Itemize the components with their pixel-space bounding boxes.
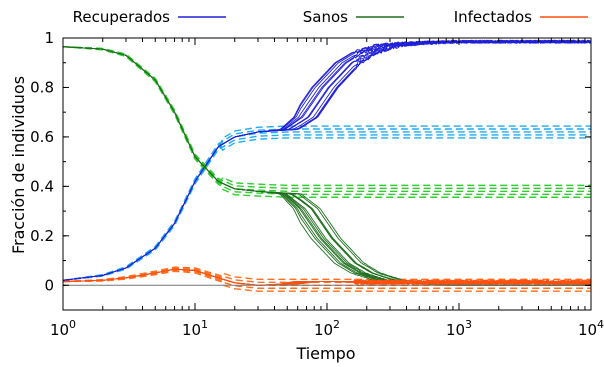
tick-labels: 0 0.2 0.4 0.6 0.8 1 100 101 102 103 104 xyxy=(30,29,604,339)
reference-susceptible-line xyxy=(63,45,591,193)
reference-infected-line xyxy=(63,269,591,289)
y-tick-label: 0.4 xyxy=(30,177,54,195)
y-tick-label: 1 xyxy=(44,29,54,47)
x-axis-label: Tiempo xyxy=(295,344,355,363)
reference-infected-line xyxy=(63,270,591,292)
y-tick-label: 0 xyxy=(44,276,54,294)
legend-entry-susceptible: Sanos xyxy=(303,8,404,26)
legend-label-susceptible: Sanos xyxy=(303,8,348,26)
simulation-curves xyxy=(63,39,591,287)
reference-recovered-line xyxy=(63,134,591,282)
reference-recovered-line xyxy=(63,125,591,282)
axes xyxy=(62,37,592,311)
legend-entry-infected: Infectados xyxy=(454,8,588,26)
y-tick-label: 0.2 xyxy=(30,227,54,245)
reference-recovered-line xyxy=(63,137,591,282)
y-axis-label: Fracción de individuos xyxy=(9,76,28,254)
legend-label-recovered: Recuperados xyxy=(73,8,171,26)
reference-susceptible-line xyxy=(63,45,591,198)
legend-label-infected: Infectados xyxy=(454,8,532,26)
x-tick-label: 101 xyxy=(182,318,208,339)
x-tick-label: 102 xyxy=(314,318,340,339)
x-tick-label: 103 xyxy=(446,318,472,339)
x-tick-label: 100 xyxy=(50,318,76,339)
series-infected-line xyxy=(63,268,591,286)
y-tick-label: 0.6 xyxy=(30,128,54,146)
reference-susceptible-line xyxy=(63,45,591,190)
x-tick-label: 104 xyxy=(578,318,604,339)
series-recovered-line xyxy=(63,39,591,281)
reference-susceptible-line xyxy=(63,45,591,187)
legend: Recuperados Sanos Infectados xyxy=(73,8,588,26)
y-tick-label: 0.8 xyxy=(30,78,54,96)
legend-entry-recovered: Recuperados xyxy=(73,8,226,26)
reference-infected-line xyxy=(63,266,591,283)
reference-susceptible-line xyxy=(63,45,591,195)
